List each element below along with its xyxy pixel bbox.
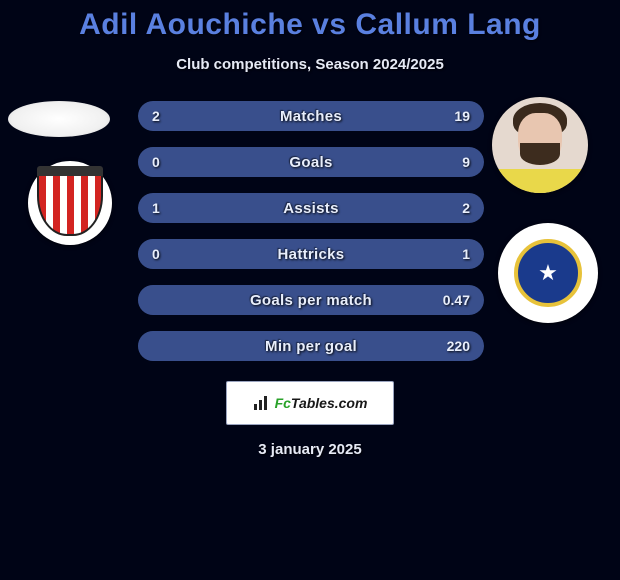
stat-row: Matches2 19 xyxy=(138,101,484,131)
stat-row: Hattricks0 1 xyxy=(138,239,484,269)
stat-row: Goals per match0.47 xyxy=(138,285,484,315)
page-title: Adil Aouchiche vs Callum Lang xyxy=(0,0,620,42)
stat-row: Min per goal220 xyxy=(138,331,484,361)
stats-bars: Matches219Goals09Assists12Hattricks01Goa… xyxy=(138,101,484,377)
stat-value-left: 0 xyxy=(152,147,160,177)
stat-value-left: 2 xyxy=(152,101,160,131)
player-left-avatar-placeholder xyxy=(8,101,110,137)
stat-label: Goals per match xyxy=(138,285,484,315)
star-moon-icon xyxy=(514,239,582,307)
stat-label: Matches xyxy=(138,101,484,131)
stat-label: Min per goal xyxy=(138,331,484,361)
page-subtitle: Club competitions, Season 2024/2025 xyxy=(0,56,620,73)
stat-label: Hattricks xyxy=(138,239,484,269)
stat-value-right: 1 xyxy=(462,239,470,269)
brand-text: FcTables.com xyxy=(275,395,368,411)
stat-value-right: 2 xyxy=(462,193,470,223)
bars-icon xyxy=(253,395,271,411)
stat-value-right: 220 xyxy=(447,331,470,361)
stat-value-left: 1 xyxy=(152,193,160,223)
stat-value-right: 9 xyxy=(462,147,470,177)
stat-value-right: 19 xyxy=(454,101,470,131)
player-right-club-crest xyxy=(498,223,598,323)
stat-row: Assists1 2 xyxy=(138,193,484,223)
player-right-avatar xyxy=(492,97,588,193)
shield-icon xyxy=(37,170,103,236)
generated-date: 3 january 2025 xyxy=(258,441,361,458)
stat-value-left: 0 xyxy=(152,239,160,269)
brand-watermark: FcTables.com xyxy=(226,381,394,425)
stat-value-right: 0.47 xyxy=(443,285,470,315)
stat-row: Goals0 9 xyxy=(138,147,484,177)
player-left-club-crest xyxy=(28,161,112,245)
stat-label: Assists xyxy=(138,193,484,223)
stat-label: Goals xyxy=(138,147,484,177)
